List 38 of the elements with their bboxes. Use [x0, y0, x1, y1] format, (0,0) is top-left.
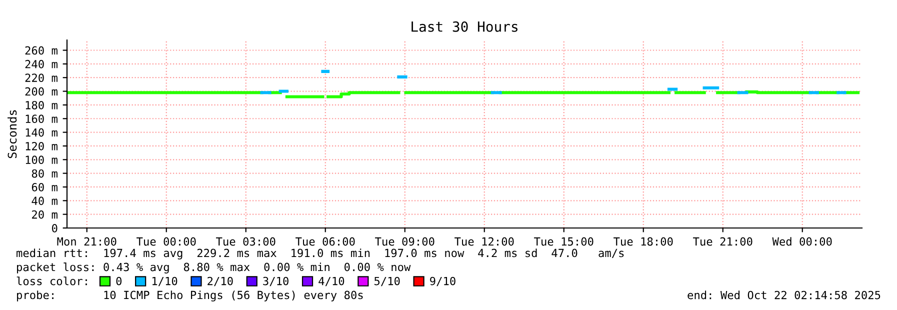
y-tick-label: 180 m	[26, 100, 58, 110]
x-tick-label: Tue 18:00	[614, 237, 673, 246]
text: median rtt: 197.4 ms avg 229.2 ms max 191.0 ms min 197.0 ms now 4.2 ms sd 47.0 am/s	[16, 248, 624, 260]
y-tick-label: 200 m	[25, 87, 58, 96]
y-tick-label: 100 m	[26, 156, 58, 164]
y-tick-label: 260 m	[25, 46, 58, 55]
text: probe: 10 ICMP Echo Pings (56 Bytes) every 80s	[17, 290, 363, 302]
y-tick-label: 20 m	[32, 210, 58, 219]
x-tick-label: Tue 00:00	[136, 237, 196, 246]
legend-label: 2/10	[208, 276, 233, 286]
legend-label: 1/10	[152, 276, 178, 286]
legend-label: 3/10	[263, 276, 288, 286]
x-tick-label: Mon 21:00	[57, 237, 116, 246]
text: end: Wed Oct 22 02:14:58 2025	[688, 290, 880, 300]
y-tick-label: 60 m	[32, 182, 58, 192]
legend-label: 0	[116, 276, 122, 286]
y-axis-title: Seconds	[8, 110, 17, 158]
y-tick-label: 220 m	[25, 74, 58, 82]
x-tick-label: Tue 12:00	[454, 237, 514, 246]
x-tick-label: Tue 15:00	[534, 237, 594, 246]
legend-label: 9/10	[430, 276, 456, 286]
x-tick-label: Tue 03:00	[216, 237, 276, 246]
y-tick-label: 40 m	[32, 196, 58, 206]
x-tick-label: Tue 21:00	[693, 237, 752, 246]
x-tick-label: Tue 06:00	[296, 237, 355, 246]
y-tick-label: 80 m	[32, 169, 58, 178]
chart-title: Last 30 Hours	[412, 21, 518, 32]
legend-label: 5/10	[374, 276, 400, 286]
y-tick-label: 240 m	[25, 60, 58, 68]
text: packet loss: 0.43 % avg 8.80 % max 0.00 % min 0.00 % now	[17, 262, 411, 274]
legend-label: 4/10	[318, 276, 344, 286]
x-tick-label: Tue 09:00	[375, 237, 434, 246]
x-tick-label: Wed 00:00	[772, 237, 832, 246]
y-tick-label: 160 m	[26, 114, 58, 124]
legend-title: loss color:	[16, 276, 87, 286]
y-tick-label: 0	[52, 224, 58, 232]
y-tick-label: 120 m	[26, 142, 58, 150]
y-tick-label: 140 m	[26, 128, 58, 137]
